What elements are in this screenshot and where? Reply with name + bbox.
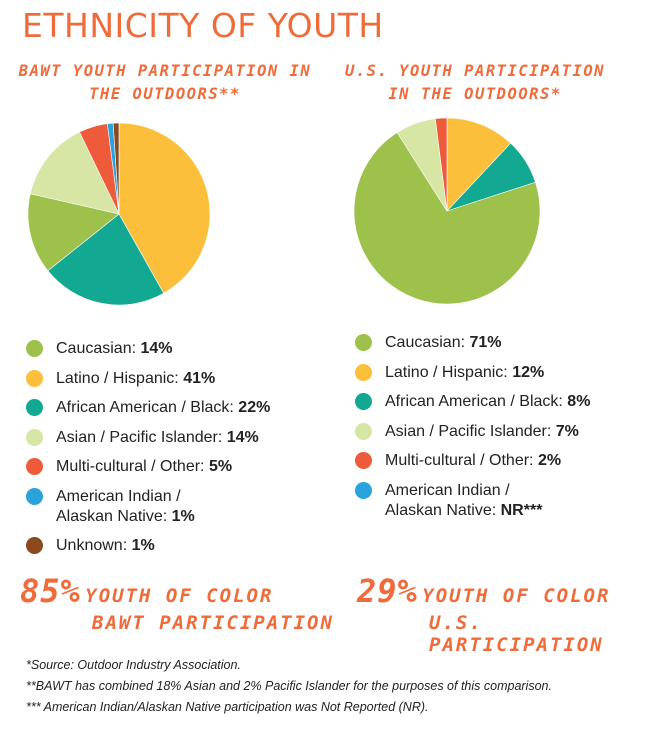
- bawt-legend-swatch-asian: [26, 428, 43, 446]
- legend-value: 14%: [226, 428, 259, 446]
- legend-value: 8%: [567, 393, 591, 410]
- bawt-legend-item-american-indian: American Indian / Alaskan Native: 1%: [24, 487, 270, 527]
- bawt-summary-line2: BAWT PARTICIPATION: [92, 612, 334, 634]
- bawt-legend-swatch-multi: [26, 458, 43, 475]
- footnotes: *Source: Outdoor Industry Association. *…: [26, 655, 552, 718]
- legend-label: Asian / Pacific Islander:: [56, 428, 223, 446]
- legend-label: African American / Black:: [385, 393, 563, 410]
- us-slice-multi: [435, 117, 448, 212]
- bawt-legend-item-latino: Latino / Hispanic: 41%: [24, 369, 270, 389]
- legend-label: Multi-cultural / Other:: [56, 458, 205, 475]
- legend-label: Latino / Hispanic:: [56, 369, 179, 387]
- bawt-summary-percent: 85%: [20, 572, 81, 610]
- bawt-chart-title-line2: THE OUTDOORS**: [89, 85, 241, 103]
- bawt-legend-swatch-american-indian: [26, 487, 43, 505]
- us-legend-item-african-american: African American / Black: 8%: [353, 392, 590, 412]
- footnote-bawt: **BAWT has combined 18% Asian and 2% Pac…: [26, 679, 552, 693]
- us-legend-item-asian: Asian / Pacific Islander: 7%: [353, 422, 590, 442]
- legend-value: 22%: [238, 399, 271, 416]
- legend-label: Multi-cultural / Other:: [385, 452, 534, 469]
- legend-value: NR***: [500, 501, 543, 519]
- us-slice-latino: [446, 117, 512, 212]
- us-legend-swatch-latino: [355, 363, 372, 381]
- bawt-slice-caucasian: [27, 193, 120, 272]
- legend-value: 71%: [469, 334, 502, 351]
- legend-label: Unknown:: [56, 537, 128, 554]
- bawt-slice-asian: [29, 131, 120, 215]
- legend-label: American Indian /: [385, 481, 510, 499]
- us-summary: 29% YOUTH OF COLOR U.S. PARTICIPATION: [357, 572, 647, 656]
- legend-value: 14%: [140, 340, 173, 357]
- us-legend-swatch-multi: [355, 452, 372, 469]
- us-legend-item-latino: Latino / Hispanic: 12%: [353, 363, 590, 383]
- legend-label: Caucasian:: [56, 340, 137, 357]
- bawt-legend-item-unknown: Unknown: 1%: [24, 536, 270, 556]
- bawt-chart-title-line1: BAWT YOUTH PARTICIPATION IN: [18, 62, 312, 80]
- bawt-summary: 85% YOUTH OF COLOR BAWT PARTICIPATION: [20, 572, 334, 634]
- bawt-legend-item-caucasian: Caucasian: 14%: [24, 339, 270, 359]
- us-legend-item-american-indian: American Indian / Alaskan Native: NR***: [353, 481, 590, 521]
- us-slice-caucasian: [353, 132, 541, 305]
- legend-label: Latino / Hispanic:: [385, 363, 508, 381]
- us-chart-title: U.S. YOUTH PARTICIPATION IN THE OUTDOORS…: [330, 60, 620, 106]
- legend-value: 1%: [171, 507, 195, 525]
- bawt-legend-swatch-caucasian: [26, 340, 43, 357]
- legend-label-line2: Alaskan Native:: [56, 507, 168, 525]
- bawt-summary-line1: YOUTH OF COLOR: [85, 585, 274, 607]
- footnote-source: *Source: Outdoor Industry Association.: [26, 658, 241, 672]
- us-summary-line1: YOUTH OF COLOR: [422, 585, 611, 607]
- bawt-legend-swatch-latino: [26, 369, 43, 387]
- bawt-slice-latino: [118, 122, 211, 294]
- legend-label: American Indian /: [56, 487, 181, 505]
- us-legend: Caucasian: 71% Latino / Hispanic: 12% Afri…: [353, 333, 590, 530]
- us-summary-line2: U.S. PARTICIPATION: [429, 612, 604, 656]
- legend-label: Asian / Pacific Islander:: [385, 422, 552, 440]
- bawt-legend-swatch-african-american: [26, 399, 43, 416]
- bawt-legend-item-asian: Asian / Pacific Islander: 14%: [24, 428, 270, 448]
- legend-label-line2: Alaskan Native:: [385, 501, 497, 519]
- legend-value: 2%: [537, 452, 562, 469]
- us-legend-item-multi: Multi-cultural / Other: 2%: [353, 451, 590, 471]
- us-summary-percent: 29%: [357, 572, 418, 610]
- bawt-pie-chart: [27, 122, 211, 306]
- bawt-legend-swatch-unknown: [26, 537, 43, 554]
- legend-label: African American / Black:: [56, 399, 234, 416]
- bawt-slice-african-american: [47, 213, 165, 306]
- footnote-nr: *** American Indian/Alaskan Native parti…: [26, 700, 429, 714]
- legend-value: 5%: [208, 458, 233, 475]
- us-chart-title-line1: U.S. YOUTH PARTICIPATION: [345, 62, 605, 80]
- us-legend-swatch-african-american: [355, 393, 372, 410]
- legend-value: 7%: [555, 422, 579, 440]
- us-legend-swatch-caucasian: [355, 334, 372, 351]
- bawt-chart-title: BAWT YOUTH PARTICIPATION IN THE OUTDOORS…: [10, 60, 320, 106]
- us-legend-swatch-asian: [355, 422, 372, 440]
- bawt-legend-item-african-american: African American / Black: 22%: [24, 398, 270, 418]
- legend-label: Caucasian:: [385, 334, 466, 351]
- us-legend-swatch-american-indian: [355, 481, 372, 499]
- bawt-legend-item-multi: Multi-cultural / Other: 5%: [24, 457, 270, 477]
- legend-value: 1%: [131, 537, 155, 554]
- legend-value: 41%: [183, 369, 216, 387]
- page-title: ETHNICITY OF YOUTH: [22, 6, 384, 45]
- bawt-slice-unknown: [112, 122, 120, 215]
- us-chart-title-line2: IN THE OUTDOORS*: [388, 85, 562, 103]
- us-legend-item-caucasian: Caucasian: 71%: [353, 333, 590, 353]
- legend-value: 12%: [512, 363, 545, 381]
- bawt-legend: Caucasian: 14% Latino / Hispanic: 41% Afri…: [24, 339, 270, 566]
- us-pie-chart: [353, 117, 541, 305]
